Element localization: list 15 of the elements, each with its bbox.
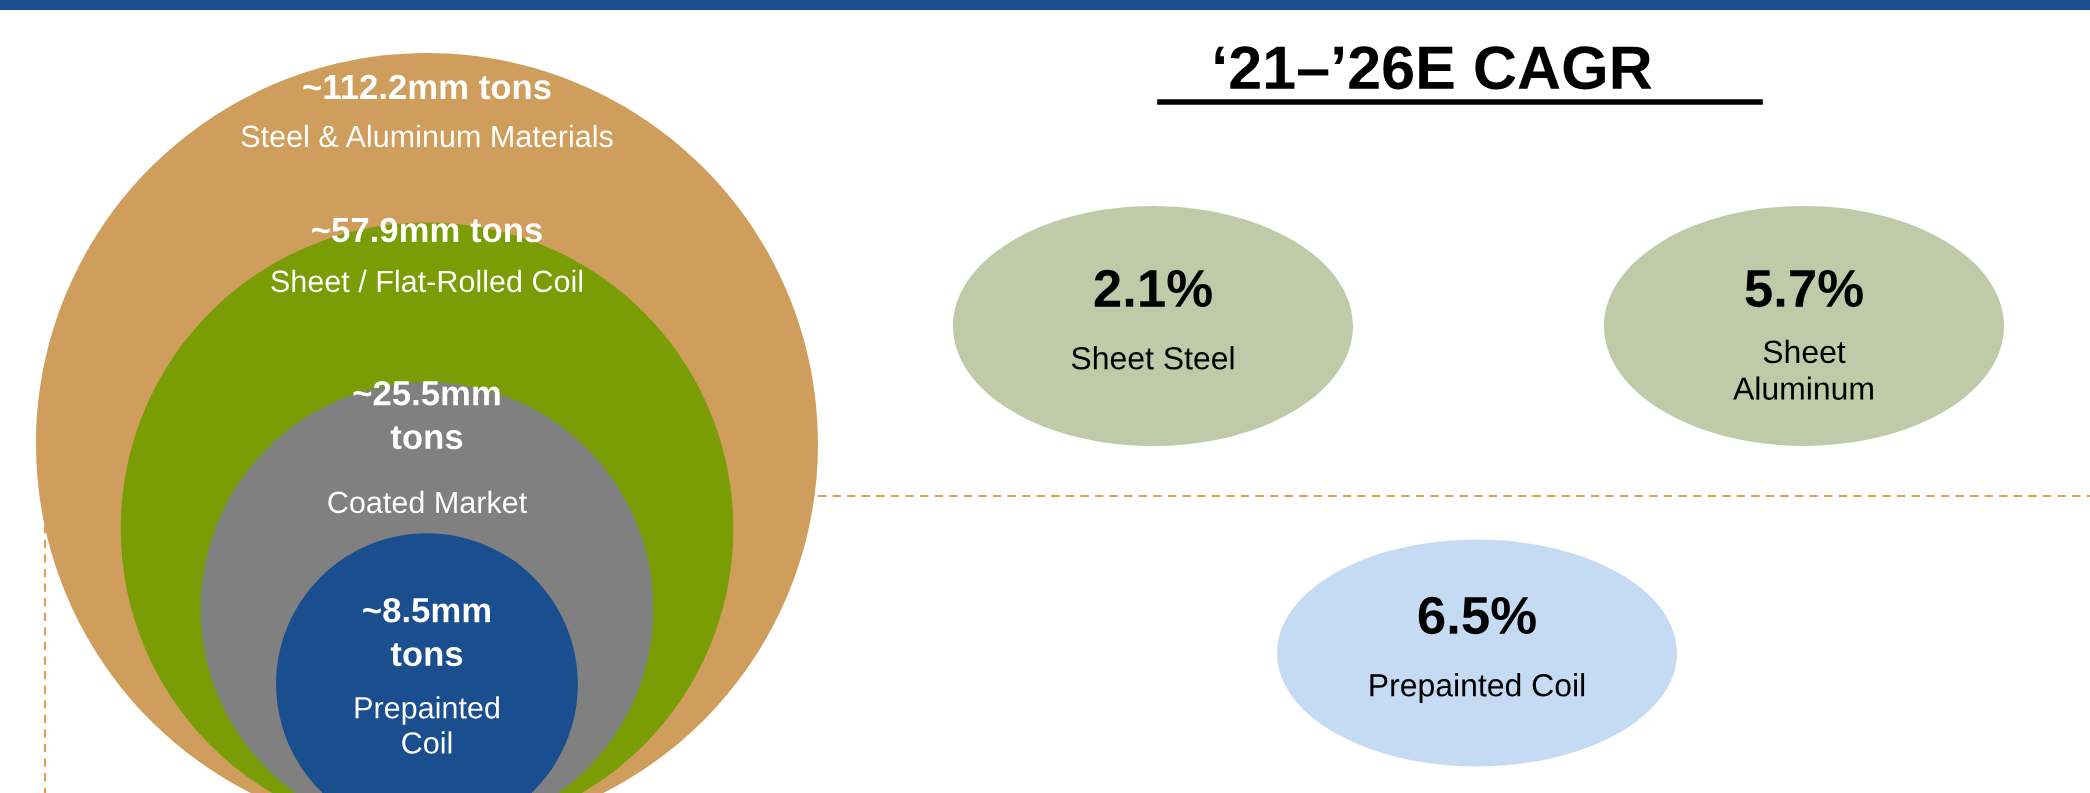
text: 5.7%: [1745, 269, 1863, 308]
category-label: Sheet / Flat-Rolled Coil: [271, 269, 583, 293]
category-label: Coated Market: [328, 490, 527, 514]
category-label: Sheet Aluminum: [1733, 339, 1873, 400]
text: ‘21–’26E CAGR: [1215, 46, 1652, 90]
category-label: Prepainted Coil: [1370, 673, 1585, 703]
category-label: Sheet Steel: [1071, 346, 1234, 370]
data-label: ~57.9mm tons: [312, 217, 542, 243]
category-label: Prepainted Coil: [355, 696, 499, 754]
data-label: ~25.5mm tons: [353, 380, 500, 450]
text: 6.5%: [1418, 596, 1536, 635]
data-label: ~112.2mm tons: [303, 74, 551, 100]
text: 2.1%: [1094, 269, 1212, 308]
data-label: ~8.5mm tons: [363, 597, 490, 667]
category-label: Steel & Aluminum Materials: [241, 124, 613, 148]
